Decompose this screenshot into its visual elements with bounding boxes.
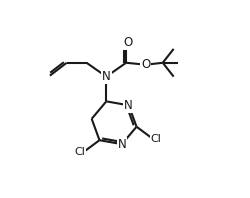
Text: N: N xyxy=(102,70,111,83)
Text: Cl: Cl xyxy=(75,147,86,157)
Text: O: O xyxy=(141,58,150,71)
Text: N: N xyxy=(124,99,133,112)
Text: Cl: Cl xyxy=(150,134,162,144)
Text: O: O xyxy=(123,36,132,50)
Text: N: N xyxy=(118,138,126,151)
